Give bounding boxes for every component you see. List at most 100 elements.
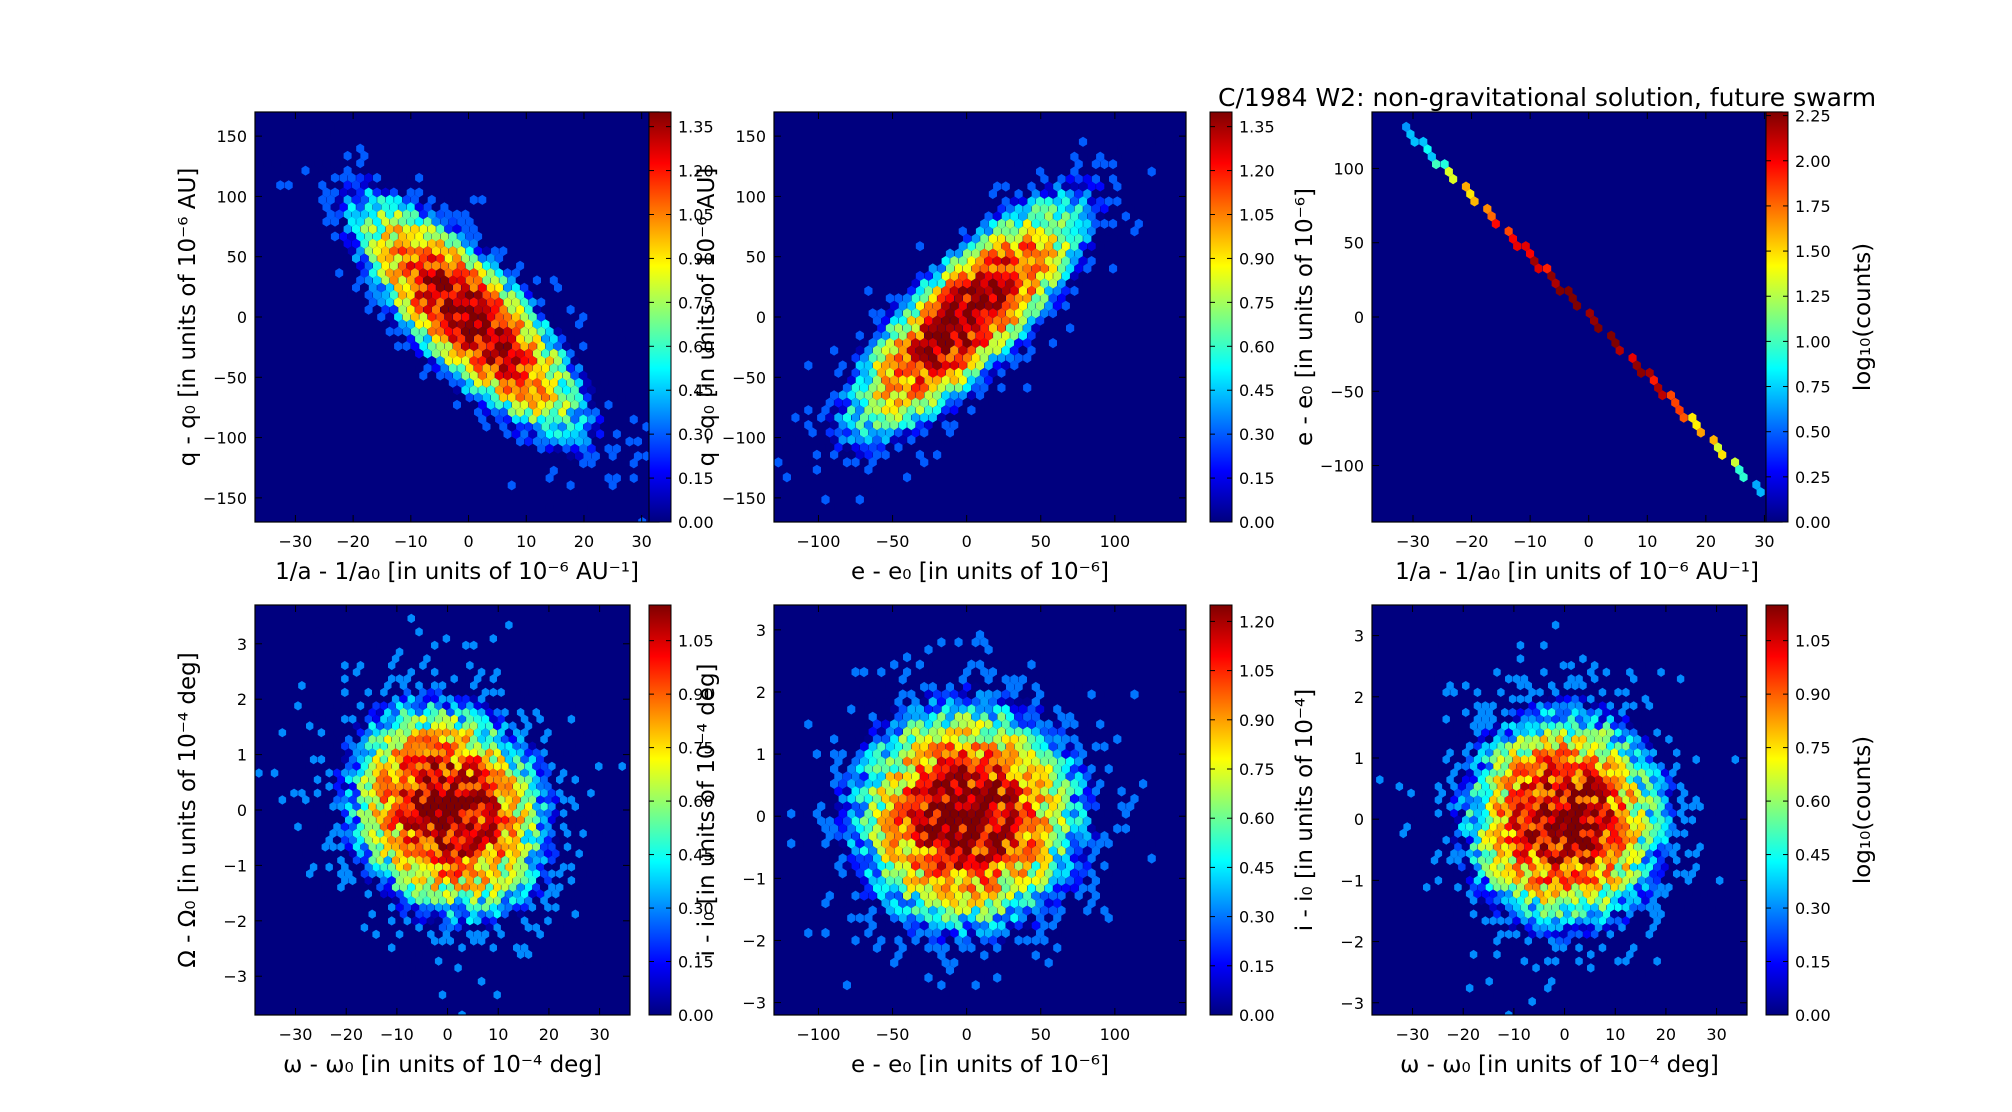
hexbin-cell: [817, 427, 826, 438]
hexbin-cell: [1018, 942, 1027, 953]
hexbin-cell: [1489, 714, 1497, 724]
hexbin-cell: [920, 278, 929, 289]
hexbin-cell: [372, 781, 380, 792]
hexbin-cell: [453, 253, 461, 264]
hexbin-cell: [1074, 129, 1083, 140]
hexbin-cell: [516, 334, 525, 344]
hexbin-cell: [1031, 203, 1040, 214]
colorbar: [648, 604, 672, 1016]
hexbin-cell: [1610, 681, 1618, 691]
hexbin-cell: [1010, 300, 1019, 311]
hexbin-cell: [402, 282, 411, 293]
hexbin-cell: [1018, 315, 1027, 326]
hexbin-cell: [924, 913, 933, 924]
hexbin-cell: [851, 890, 860, 901]
hexbin-cell: [423, 815, 431, 825]
hexbin-cell: [520, 875, 529, 886]
hexbin-cell: [469, 326, 478, 337]
hexbin-cell: [980, 637, 989, 648]
hexbin-cell: [1010, 763, 1019, 775]
hexbin-cell: [988, 711, 997, 722]
hexbin-cell: [466, 795, 474, 805]
hexbin-cell: [520, 862, 529, 872]
hexbin-cell: [851, 382, 860, 393]
hexbin-cell: [356, 216, 365, 227]
hexbin-cell: [941, 927, 950, 939]
hexbin-cell: [860, 397, 869, 408]
hexbin-cell: [516, 363, 525, 374]
hexbin-cell: [617, 392, 626, 403]
hexbin-cell: [1096, 226, 1105, 237]
hexbin-cell: [967, 405, 976, 416]
hexbin-cell: [851, 412, 860, 423]
hexbin-cell: [967, 957, 976, 968]
hexbin-cell: [587, 341, 596, 352]
hexbin-cell: [1053, 778, 1062, 789]
hexbin-cell: [579, 341, 588, 352]
hexbin-cell: [1014, 323, 1023, 334]
hexbin-cell: [1512, 741, 1521, 751]
hexbin-cell: [1532, 748, 1540, 758]
hexbin-cell: [486, 268, 495, 279]
hexbin-cell: [860, 741, 869, 752]
hexbin-cell: [868, 726, 877, 737]
hexbin-cell: [446, 896, 454, 906]
hexbin-cell: [490, 407, 499, 418]
hexbin-cell: [1010, 704, 1019, 715]
hexbin-cell: [920, 711, 929, 722]
hexbin-cell: [933, 345, 942, 356]
hexbin-cell: [544, 768, 552, 778]
hexbin-cell: [436, 341, 445, 352]
hexbin-cell: [540, 963, 548, 973]
hexbin-cell: [448, 319, 457, 330]
hexbin-cell: [608, 451, 617, 462]
y-tick-label: 0: [756, 807, 766, 826]
hexbin-cell: [600, 451, 609, 462]
hexbin-cell: [1053, 883, 1062, 894]
hexbin-cell: [537, 399, 546, 410]
hexbin-cell: [898, 749, 907, 760]
hexbin-cell: [511, 282, 520, 293]
hexbin-cell: [872, 405, 882, 416]
hexbin-cell: [958, 226, 967, 237]
hexbin-cell: [993, 734, 1002, 745]
hexbin-cell: [298, 788, 306, 798]
hexbin-cell: [1044, 226, 1053, 237]
hexbin-cell: [920, 756, 929, 767]
hexbin-cell: [1121, 808, 1130, 819]
hexbin-cell: [1023, 696, 1032, 707]
hexbin-cell: [847, 749, 856, 760]
hexbin-cell: [1587, 721, 1595, 731]
hexbin-cell: [427, 282, 436, 293]
hexbin-cell: [898, 942, 907, 953]
hexbin-cell: [1074, 801, 1083, 812]
hexbin-cell: [406, 246, 415, 257]
hexbin-cell: [454, 909, 462, 919]
hexbin-cell: [384, 909, 392, 919]
hexbin-cell: [1568, 293, 1577, 304]
x-tick-label: 10: [1637, 532, 1657, 551]
hexbin-cell: [461, 268, 470, 279]
hexbin-cell: [509, 788, 517, 798]
hexbin-cell: [954, 935, 963, 946]
hexbin-cell: [1066, 786, 1075, 797]
hexbin-cell: [570, 399, 579, 410]
hexbin-cell: [1048, 860, 1057, 871]
hexbin-cell: [915, 913, 924, 924]
hexbin-cell: [963, 323, 972, 334]
hexbin-cell: [436, 370, 445, 381]
hexbin-cell: [1508, 775, 1517, 785]
hexbin-cell: [395, 862, 404, 872]
hexbin-cell: [444, 282, 453, 293]
hexbin-cell: [821, 689, 830, 700]
hexbin-cell: [954, 637, 963, 648]
hexbin-cell: [1147, 838, 1156, 849]
hexbin-cell: [469, 370, 478, 381]
hexbin-cell: [1134, 159, 1143, 170]
hexbin-cell: [1442, 714, 1450, 724]
hexbin-cell: [997, 233, 1006, 244]
hexbin-cell: [385, 253, 394, 264]
hexbin-cell: [971, 218, 980, 229]
hexbin-cell: [877, 308, 886, 319]
hexbin-cell: [499, 348, 508, 359]
